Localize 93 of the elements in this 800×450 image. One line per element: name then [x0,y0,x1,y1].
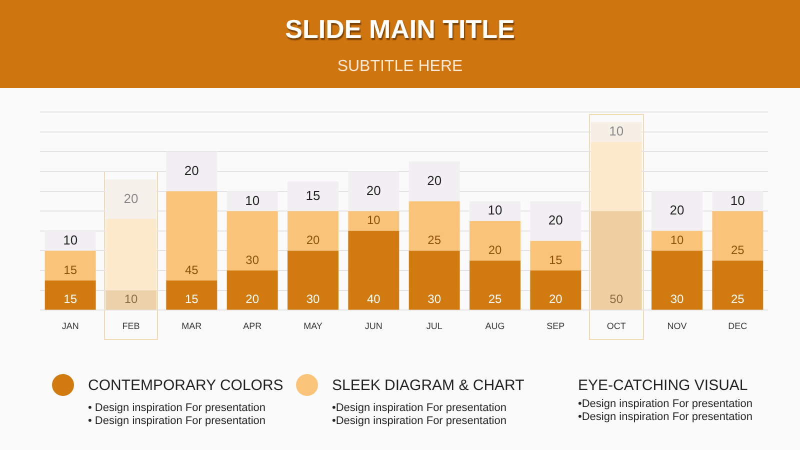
bar [712,211,764,261]
x-tick-label: JUN [364,321,382,332]
data-label: 30 [246,252,260,267]
bar [652,191,702,231]
data-label: 10 [124,292,138,306]
bar [590,122,642,142]
text: •Design inspiration For presentation [332,402,508,415]
x-tick-label: AUG [485,321,505,332]
legend-label: CONTEMPORARY COLORS [88,376,284,394]
chart-subtitle: SUBTITLE HERE [336,58,464,76]
data-label: 20 [124,190,138,206]
data-label: 20 [670,202,684,218]
bar [408,162,460,202]
bar [408,250,460,310]
bar [44,230,96,251]
bar [470,201,520,222]
text: EYE-CATCHING VISUAL [578,376,749,396]
bar [226,191,278,212]
x-tick-label: MAR [182,321,202,332]
bar [226,270,278,310]
x-tick-label: NOV [667,321,687,332]
bar [106,219,156,290]
x-tick-label: OCT [606,321,626,332]
bar [166,280,218,310]
data-label: 10 [366,213,381,228]
x-tick-label: JAN [62,321,79,332]
data-label: 40 [366,292,381,306]
bar [288,181,338,212]
bar [44,280,96,310]
data-label: 50 [610,292,624,306]
bar [226,211,278,271]
text: • Design inspiration For presentation [88,415,266,428]
bar [348,171,400,212]
bar [44,250,96,280]
x-tick-label: FEB [122,321,140,332]
bar [470,221,520,261]
x-tick-label: MAY [304,321,322,332]
x-tick-label: APR [243,321,262,332]
bar [652,250,702,310]
bar [530,270,582,310]
data-label: 20 [548,292,563,306]
bar [470,260,520,310]
bar [712,191,764,212]
data-label: 25 [428,233,442,248]
data-label: 20 [548,212,563,228]
data-label: 15 [548,252,563,267]
data-label: 25 [730,292,745,306]
bar [530,201,582,241]
chart-title: SLIDE MAIN TITLE [284,14,516,45]
bar [288,211,338,251]
bar [590,211,642,310]
bar [590,142,642,212]
text: •Design inspiration For presentation [332,415,508,428]
data-label: 15 [64,292,78,306]
bar [348,211,400,231]
data-label: 45 [184,262,199,277]
bar [348,230,400,310]
x-tick-label: DEC [728,321,748,332]
data-label: 15 [306,188,320,203]
bar [106,179,156,220]
data-label: 30 [670,292,684,306]
data-label: 10 [730,192,745,208]
data-label: 20 [488,242,502,257]
data-label: 30 [428,292,442,306]
bar [166,152,218,192]
data-label: 15 [184,292,199,306]
bar [530,240,582,271]
data-label: 10 [63,232,78,248]
bar [712,260,764,310]
bar [408,201,460,251]
legend-label: SLEEK DIAGRAM & CHART [332,376,524,394]
bar [652,230,702,251]
data-label: 20 [184,163,199,178]
text: •Design inspiration For presentation [578,411,752,424]
data-label: 15 [64,262,78,277]
data-label: 20 [306,233,320,248]
data-label: 20 [366,182,381,198]
data-label: 10 [609,123,624,138]
bar [166,191,218,280]
bar [288,250,338,310]
data-label: 20 [427,172,442,188]
data-label: 25 [730,242,745,257]
data-label: 10 [670,233,684,248]
x-tick-label: JUL [426,321,442,332]
data-label: 25 [488,292,502,306]
data-label: 20 [246,292,260,306]
data-label: 10 [488,202,502,218]
data-label: 30 [306,292,320,306]
text: • Design inspiration For presentation [88,402,266,415]
x-tick-label: SEP [546,321,565,332]
text: •Design inspiration For presentation [578,398,752,411]
bar [106,290,156,310]
data-label: 10 [245,192,260,208]
